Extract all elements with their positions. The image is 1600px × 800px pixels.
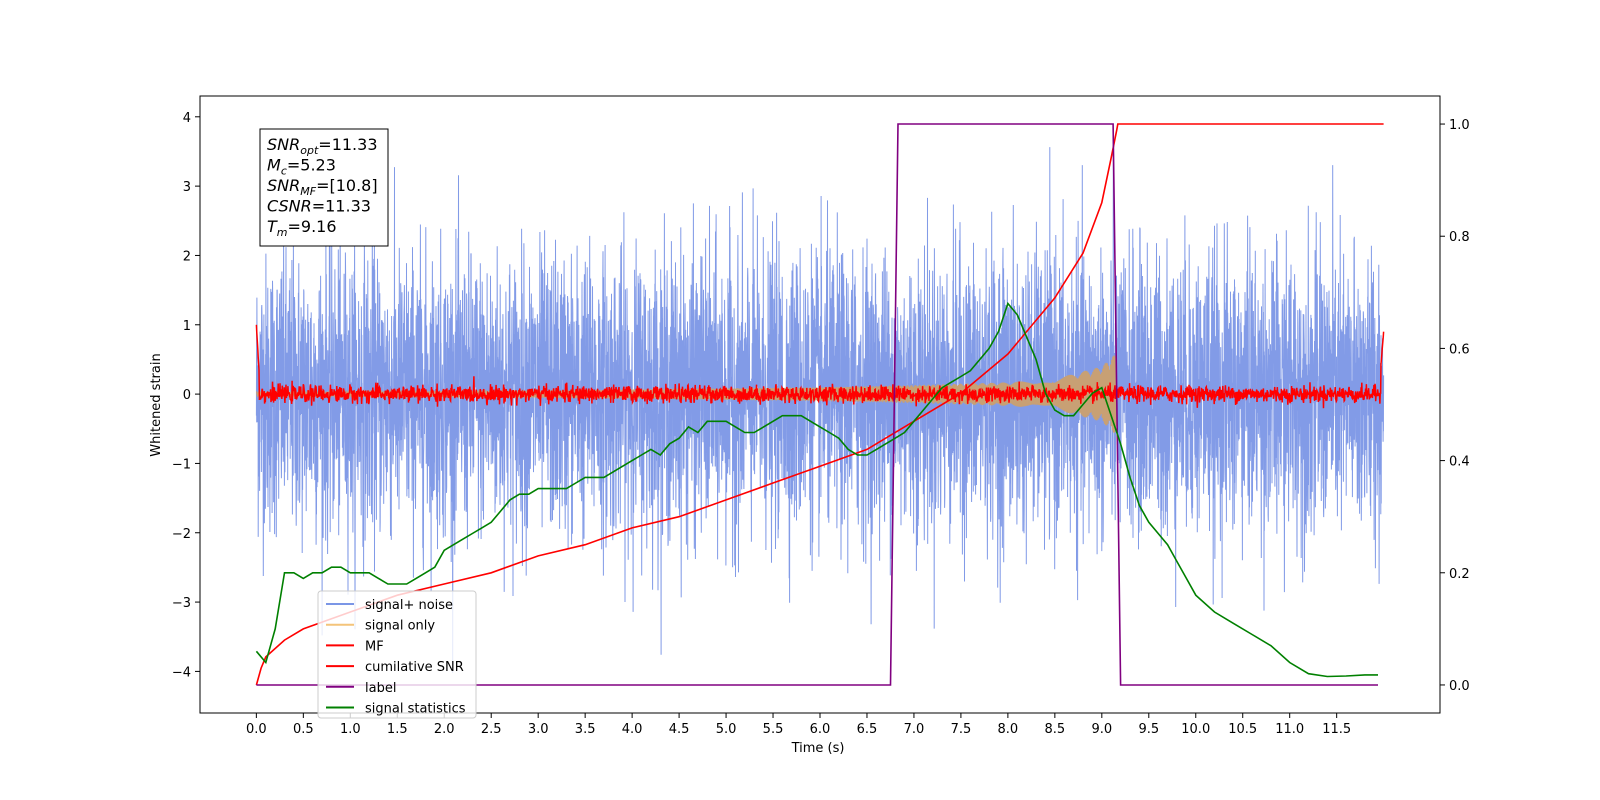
x-tick-label: 7.0	[904, 722, 925, 737]
x-tick-label: 9.0	[1091, 722, 1112, 737]
x-axis-label: Time (s)	[791, 741, 845, 756]
annotation-frame	[259, 128, 389, 247]
x-tick-label: 8.0	[998, 722, 1019, 737]
legend-label-signal-statistics: signal statistics	[365, 702, 466, 717]
y-tick-label: −2	[172, 527, 191, 542]
x-tick-label: 9.5	[1138, 722, 1159, 737]
y-tick-label: −1	[172, 457, 191, 472]
x-tick-label: 2.5	[481, 722, 502, 737]
x-tick-label: 7.5	[951, 722, 972, 737]
legend-label-signal-noise: signal+ noise	[365, 598, 453, 613]
x-tick-label: 5.0	[716, 722, 737, 737]
legend-frame	[317, 590, 477, 719]
x-tick-label: 0.0	[246, 722, 267, 737]
y2-tick-label: 0.8	[1449, 230, 1470, 245]
y-tick-label: 2	[183, 249, 191, 264]
x-tick-label: 1.5	[387, 722, 408, 737]
x-tick-label: 3.0	[528, 722, 549, 737]
y-axis-label: Whitened strain	[149, 353, 164, 456]
x-tick-label: 6.0	[810, 722, 831, 737]
y2-tick-label: 0.6	[1449, 342, 1470, 357]
x-tick-label: 1.0	[340, 722, 361, 737]
y-tick-label: −4	[172, 665, 191, 680]
legend-label-cumilative-snr: cumilative SNR	[365, 660, 464, 675]
annotation-line: SNRMF=[10.8]	[267, 176, 378, 198]
series-mf	[255, 324, 1385, 409]
x-tick-label: 5.5	[763, 722, 784, 737]
y-tick-label: 1	[183, 319, 191, 334]
x-tick-label: 10.0	[1181, 722, 1210, 737]
y2-axis-ticks: 1.0 0.8 0.6 0.4 0.2 0.0	[1440, 118, 1470, 694]
x-tick-label: 2.0	[434, 722, 455, 737]
annotation-line: Mc=5.23	[267, 156, 336, 178]
x-tick-label: 4.0	[622, 722, 643, 737]
legend-label-signal-only: signal only	[365, 619, 435, 634]
y2-tick-label: 0.2	[1449, 567, 1470, 582]
y-axis-ticks: 4 3 2 1 0 −1 −2 −3 −4	[172, 111, 200, 680]
y-tick-label: 3	[183, 180, 191, 195]
y-tick-label: 0	[183, 388, 191, 403]
x-tick-label: 11.5	[1322, 722, 1351, 737]
x-tick-label: 6.5	[857, 722, 878, 737]
series-label	[256, 123, 1378, 686]
x-tick-label: 3.5	[575, 722, 596, 737]
x-tick-label: 11.0	[1275, 722, 1304, 737]
annotation-line: Tm=9.16	[267, 217, 337, 239]
y-tick-label: 4	[183, 111, 191, 126]
annotation-line: CSNR=11.33	[267, 197, 371, 216]
legend: signal+ noise signal only MF cumilative SNR…	[317, 590, 477, 719]
series-signal-noise	[255, 145, 1385, 673]
y2-tick-label: 1.0	[1449, 118, 1470, 133]
y2-tick-label: 0.0	[1449, 679, 1470, 694]
annotation-box: SNRopt=11.33Mc=5.23SNRMF=[10.8]CSNR=11.3…	[259, 128, 389, 247]
series-signal-statistics	[255, 301, 1378, 678]
x-tick-label: 8.5	[1045, 722, 1066, 737]
x-axis-ticks: 0.0 0.5 1.0 1.5 2.0 2.5 3.0 3.5 4.0 4.5 5.0 5.5 6.0 6…	[246, 713, 1351, 737]
x-tick-label: 4.5	[669, 722, 690, 737]
x-tick-label: 10.5	[1228, 722, 1257, 737]
y-tick-label: −3	[172, 596, 191, 611]
legend-label-mf: MF	[365, 639, 384, 654]
x-tick-label: 0.5	[293, 722, 314, 737]
y2-tick-label: 0.4	[1449, 455, 1470, 470]
legend-label-label: label	[365, 681, 396, 696]
annotation-line: SNRopt=11.33	[267, 135, 378, 157]
